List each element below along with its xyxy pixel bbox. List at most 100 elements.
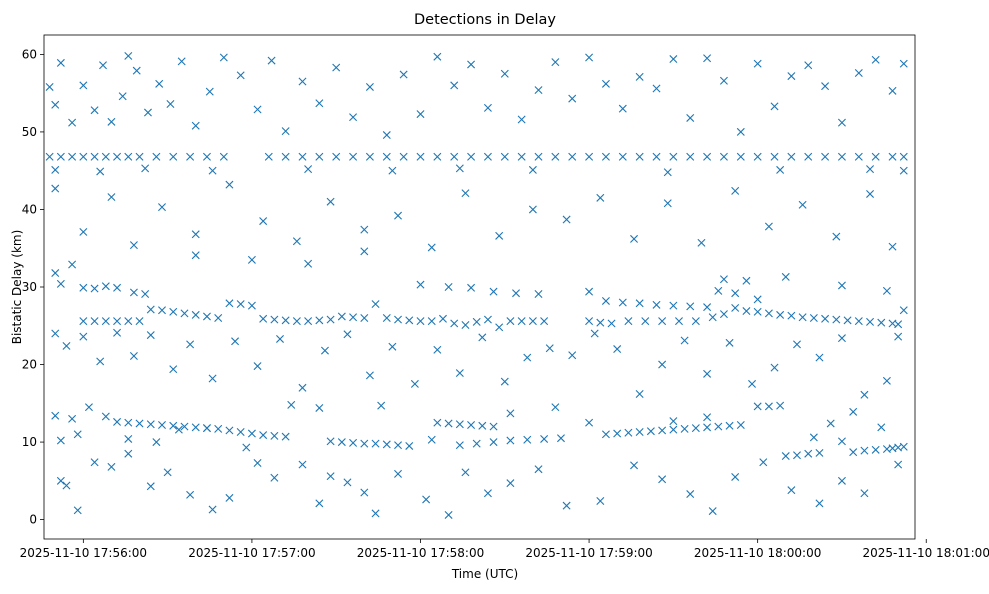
detection-point: [349, 113, 358, 122]
detection-point: [888, 152, 897, 161]
detection-point: [669, 301, 678, 310]
detection-point: [433, 345, 442, 354]
detection-point: [180, 309, 189, 318]
detection-point: [113, 417, 122, 426]
detection-point: [191, 230, 200, 239]
detection-point: [753, 307, 762, 316]
detection-point: [613, 345, 622, 354]
detection-point: [860, 390, 869, 399]
detection-point: [568, 94, 577, 103]
detection-point: [155, 79, 164, 88]
detection-point: [483, 489, 492, 498]
detection-point: [899, 306, 908, 315]
y-axis-label: Bistatic Delay (km): [10, 230, 24, 345]
detection-point: [770, 152, 779, 161]
detection-point: [635, 152, 644, 161]
detection-point: [837, 152, 846, 161]
detection-point: [708, 313, 717, 322]
detection-point: [84, 403, 93, 412]
detection-point: [798, 200, 807, 209]
detection-point: [394, 315, 403, 324]
detection-point: [764, 402, 773, 411]
detection-point: [99, 61, 107, 70]
detection-point: [270, 473, 279, 482]
detection-point: [124, 418, 133, 427]
detection-point: [371, 439, 380, 448]
detection-point: [703, 413, 712, 422]
detection-point: [337, 312, 346, 321]
detection-point: [899, 59, 908, 68]
detection-point: [51, 165, 60, 174]
detection-point: [287, 400, 296, 409]
detection-point: [483, 152, 492, 161]
detection-point: [129, 288, 138, 297]
detection-point: [202, 152, 211, 161]
x-axis-ticks: 2025-11-10 17:56:00 2025-11-10 17:57:00 20…: [20, 539, 989, 560]
detection-point: [534, 465, 543, 474]
detection-point: [534, 86, 543, 95]
detection-point: [96, 357, 105, 366]
detection-point: [596, 193, 605, 202]
detection-point: [815, 499, 824, 508]
detection-point: [506, 409, 515, 418]
detection-point: [371, 300, 380, 309]
detection-point: [776, 401, 785, 410]
y-axis-ticks: 0 10 20 30 40 50 60: [22, 47, 44, 527]
detection-point: [124, 152, 133, 161]
detection-point: [267, 56, 276, 65]
detection-point: [517, 152, 526, 161]
detection-point: [242, 443, 251, 452]
detection-point: [450, 319, 459, 328]
detection-point: [585, 53, 594, 62]
detection-point: [719, 275, 728, 284]
detection-point: [247, 255, 256, 264]
detection-point: [79, 152, 88, 161]
detection-point: [652, 84, 661, 93]
chart-title: Detections in Delay: [414, 12, 556, 28]
detection-point: [658, 317, 667, 326]
detection-point: [455, 441, 464, 450]
detection-point: [753, 295, 762, 304]
detection-point: [416, 280, 425, 289]
detection-point: [776, 310, 785, 319]
detection-point: [658, 360, 667, 369]
detection-point: [360, 247, 369, 256]
detection-point: [826, 419, 835, 428]
detection-point: [798, 313, 807, 322]
detection-point: [135, 152, 144, 161]
detection-point: [781, 272, 790, 281]
detection-point: [500, 69, 509, 78]
detection-point: [444, 283, 453, 291]
y-tick-label: 30: [22, 280, 37, 294]
detection-point: [135, 419, 144, 428]
detection-point: [894, 460, 903, 469]
detection-point: [51, 269, 60, 278]
detection-point: [899, 166, 908, 175]
x-tick-label: 2025-11-10 17:59:00: [525, 546, 652, 560]
detection-point: [686, 490, 695, 499]
detection-point: [332, 63, 341, 72]
detection-point: [725, 338, 734, 347]
detection-point: [191, 310, 200, 319]
detection-point: [388, 166, 397, 175]
detection-point: [804, 61, 813, 70]
detection-point: [320, 346, 329, 355]
detection-point: [326, 197, 335, 206]
detection-point: [821, 82, 830, 91]
detection-point: [382, 440, 391, 449]
detection-point: [158, 421, 166, 430]
detection-point: [315, 316, 324, 325]
detection-point: [90, 106, 99, 115]
detection-point: [152, 438, 161, 447]
detection-point: [866, 165, 875, 174]
detection-point: [674, 317, 683, 326]
detection-point: [512, 289, 521, 298]
detection-point: [489, 438, 498, 447]
detection-point: [866, 317, 875, 326]
detection-point: [169, 152, 178, 161]
detection-point: [455, 369, 464, 378]
detection-point: [410, 379, 419, 388]
detection-point: [253, 459, 262, 468]
detection-point: [793, 451, 801, 460]
